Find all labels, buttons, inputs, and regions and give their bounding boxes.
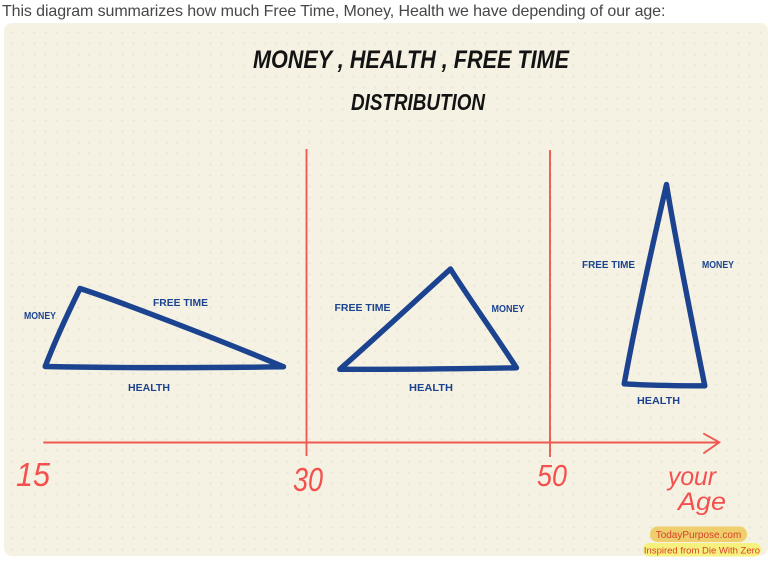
svg-text:HEALTH: HEALTH [637, 395, 680, 407]
svg-text:TodayPurpose.com: TodayPurpose.com [656, 530, 742, 541]
svg-text:30: 30 [293, 461, 324, 498]
svg-text:MONEY: MONEY [24, 310, 56, 322]
svg-text:FREE TIME: FREE TIME [153, 297, 208, 309]
svg-text:50: 50 [537, 458, 567, 493]
svg-text:your: your [666, 461, 717, 491]
svg-text:FREE TIME: FREE TIME [582, 259, 635, 271]
svg-text:HEALTH: HEALTH [409, 382, 453, 394]
svg-text:HEALTH: HEALTH [128, 382, 170, 394]
svg-text:Inspired from Die With Zero: Inspired from Die With Zero [644, 546, 760, 557]
svg-text:15: 15 [16, 456, 51, 493]
svg-text:MONEY: MONEY [702, 259, 734, 271]
svg-text:Age: Age [676, 488, 726, 516]
svg-text:DISTRIBUTION: DISTRIBUTION [351, 89, 485, 115]
svg-text:MONEY , HEALTH , FREE TIME: MONEY , HEALTH , FREE TIME [253, 46, 570, 74]
svg-text:MONEY: MONEY [492, 303, 525, 315]
svg-text:FREE TIME: FREE TIME [335, 302, 391, 314]
